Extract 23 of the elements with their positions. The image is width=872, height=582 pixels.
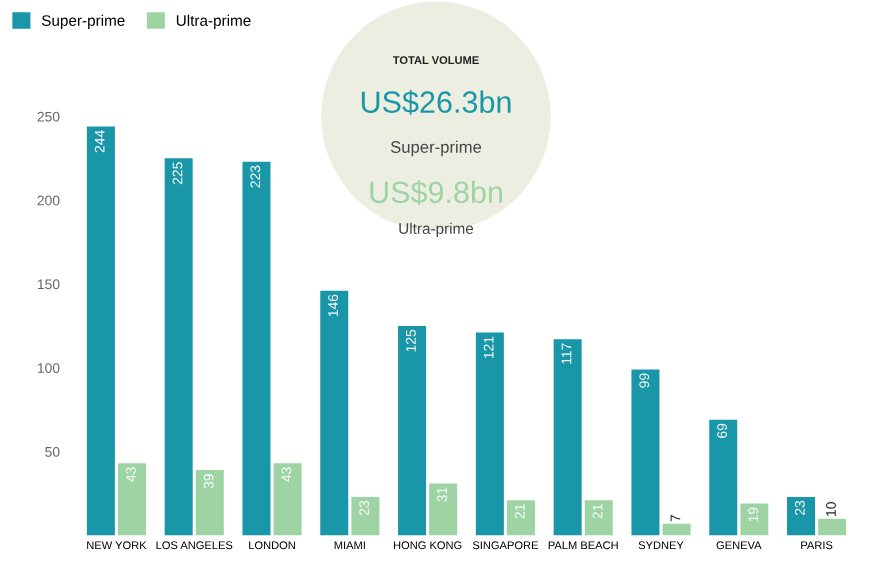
bar [740, 503, 769, 536]
bar [86, 126, 115, 536]
bar [818, 518, 847, 536]
bar [429, 483, 458, 536]
bar [584, 500, 613, 536]
bar [475, 332, 504, 536]
bar [351, 496, 380, 536]
bar [662, 523, 691, 536]
bar [273, 463, 302, 536]
bar [787, 496, 816, 536]
bar [242, 161, 271, 536]
annotation: US$9.8bn [370, 180, 502, 205]
bar [506, 500, 535, 536]
bar [320, 290, 349, 536]
text: US$26.3bn [361, 90, 511, 115]
bar [398, 325, 427, 536]
bar [195, 470, 224, 536]
bar [709, 419, 738, 536]
bar [631, 369, 660, 536]
annotation: Super-prime [390, 140, 482, 157]
bar [117, 463, 146, 536]
bar [164, 158, 193, 536]
bar [553, 339, 582, 536]
